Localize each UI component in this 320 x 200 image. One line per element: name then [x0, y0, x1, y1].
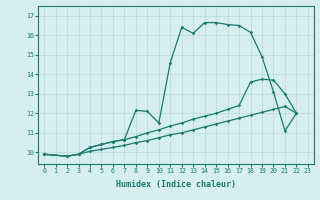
X-axis label: Humidex (Indice chaleur): Humidex (Indice chaleur)	[116, 180, 236, 189]
